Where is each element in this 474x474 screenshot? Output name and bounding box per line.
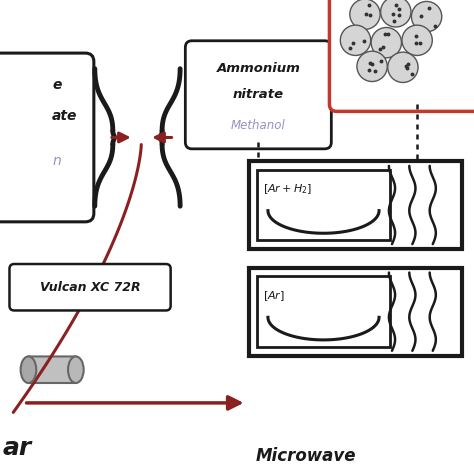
- Text: $[Ar]$: $[Ar]$: [263, 289, 285, 303]
- Bar: [249, 161, 462, 249]
- FancyBboxPatch shape: [329, 0, 474, 111]
- Circle shape: [371, 27, 401, 58]
- Circle shape: [350, 0, 380, 29]
- FancyBboxPatch shape: [0, 53, 94, 222]
- FancyBboxPatch shape: [28, 356, 76, 383]
- Circle shape: [388, 52, 418, 82]
- Circle shape: [402, 25, 432, 55]
- Text: Ammonium: Ammonium: [217, 62, 300, 75]
- Text: e: e: [52, 78, 62, 92]
- Circle shape: [357, 51, 387, 82]
- Ellipse shape: [21, 356, 36, 383]
- Circle shape: [340, 25, 371, 55]
- Text: Vulcan XC 72R: Vulcan XC 72R: [40, 281, 140, 294]
- Text: Microwave: Microwave: [256, 447, 356, 465]
- Text: ate: ate: [52, 109, 78, 123]
- Circle shape: [411, 1, 442, 32]
- FancyBboxPatch shape: [9, 264, 171, 310]
- Bar: [257, 276, 390, 347]
- FancyBboxPatch shape: [185, 41, 331, 149]
- Text: ar: ar: [2, 436, 32, 460]
- Text: n: n: [52, 154, 61, 168]
- Text: nitrate: nitrate: [233, 88, 284, 101]
- Bar: [249, 268, 462, 356]
- Ellipse shape: [68, 356, 84, 383]
- Circle shape: [381, 0, 411, 27]
- Text: $[Ar+H_2]$: $[Ar+H_2]$: [263, 182, 312, 196]
- Bar: [257, 170, 390, 240]
- Text: Methanol: Methanol: [231, 119, 286, 132]
